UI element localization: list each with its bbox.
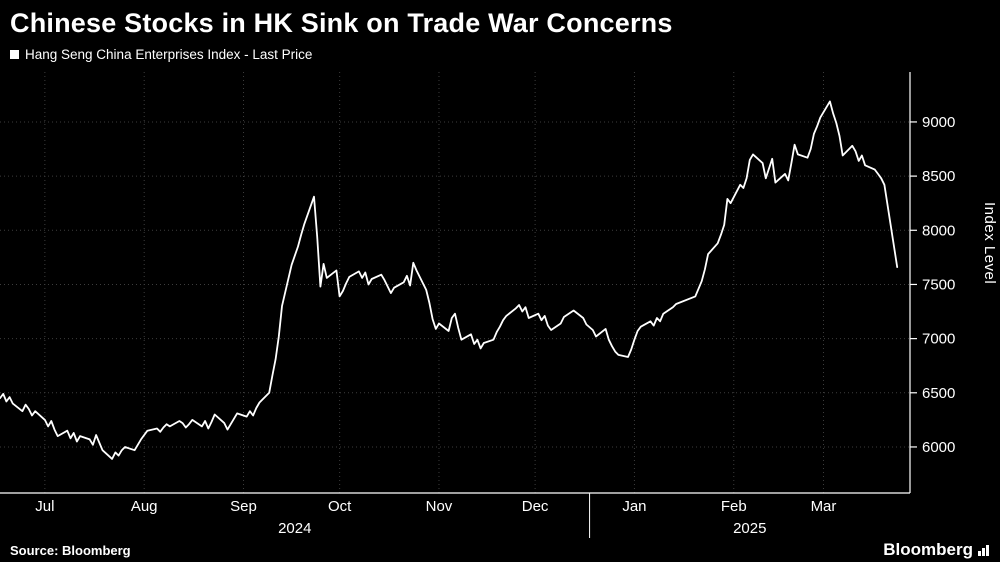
y-tick-label: 6500 xyxy=(922,385,955,402)
legend-label: Hang Seng China Enterprises Index - Last… xyxy=(25,47,313,62)
bloomberg-logo: Bloomberg xyxy=(883,540,990,560)
chart-title: Chinese Stocks in HK Sink on Trade War C… xyxy=(10,8,673,38)
legend: Hang Seng China Enterprises Index - Last… xyxy=(10,47,990,62)
y-tick-label: 7500 xyxy=(922,276,955,293)
year-label: 2024 xyxy=(278,520,311,537)
y-tick-label: 6000 xyxy=(922,439,955,456)
x-tick-label: Jan xyxy=(622,498,646,515)
x-tick-label: Oct xyxy=(328,498,352,515)
price-chart: Jul Aug Sep Oct Nov Dec Jan Feb Mar 2024 2025 6000 6… xyxy=(0,72,955,538)
bloomberg-chart-icon xyxy=(978,544,989,556)
price-line xyxy=(0,100,899,460)
y-axis-title: Index Level xyxy=(981,202,998,285)
source-label: Source: Bloomberg xyxy=(10,542,131,558)
x-tick-label: Nov xyxy=(426,498,453,515)
chart-area: Jul Aug Sep Oct Nov Dec Jan Feb Mar 2024 2025 6000 6… xyxy=(0,72,1000,540)
x-tick-label: Feb xyxy=(721,498,747,515)
x-tick-label: Dec xyxy=(522,498,549,515)
x-tick-label: Sep xyxy=(230,498,257,515)
x-tick-label: Mar xyxy=(811,498,837,515)
y-tick-label: 9000 xyxy=(922,114,955,131)
y-tick-label: 8000 xyxy=(922,222,955,239)
footer: Source: Bloomberg Bloomberg xyxy=(0,540,1000,562)
x-tick-label: Aug xyxy=(131,498,158,515)
x-tick-label: Jul xyxy=(35,498,54,515)
bloomberg-wordmark: Bloomberg xyxy=(883,540,973,559)
y-tick-label: 7000 xyxy=(922,331,955,348)
chart-header: Chinese Stocks in HK Sink on Trade War C… xyxy=(0,0,1000,72)
legend-swatch-icon xyxy=(10,50,19,59)
year-label: 2025 xyxy=(733,520,766,537)
y-tick-label: 8500 xyxy=(922,168,955,185)
